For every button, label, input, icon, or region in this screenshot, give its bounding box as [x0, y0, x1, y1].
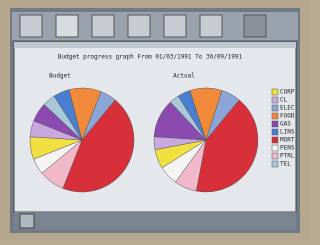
legend-swatch: [272, 153, 278, 159]
legend-swatch: [272, 97, 278, 103]
legend-label: PTRL: [280, 153, 295, 160]
legend-label: CORP: [280, 89, 295, 96]
tool-icon[interactable]: [244, 15, 266, 37]
page: Budget progress graph From 01/03/1991 To…: [0, 0, 309, 241]
legend-label: CL: [280, 97, 288, 104]
legend-label: LINS: [280, 129, 295, 136]
status-bar: [14, 212, 296, 230]
tool-icon[interactable]: [164, 15, 186, 37]
tool-icon[interactable]: [92, 15, 114, 37]
legend-swatch: [272, 105, 278, 111]
legend-label: GAS: [280, 121, 291, 128]
legend-swatch: [272, 145, 278, 151]
help-icon[interactable]: [56, 15, 78, 37]
screen: Budget progress graph From 01/03/1991 To…: [0, 0, 309, 241]
legend-label: TEL: [280, 161, 291, 168]
legend-swatch: [272, 113, 278, 119]
legend-label: FOOD: [280, 113, 295, 120]
tool-icon[interactable]: [128, 15, 150, 37]
pie-label: Budget: [49, 73, 71, 80]
legend-label: PENS: [280, 145, 295, 152]
legend-swatch: [272, 89, 278, 95]
legend-swatch: [272, 121, 278, 127]
legend-swatch: [272, 137, 278, 143]
legend-label: MORT: [280, 137, 295, 144]
tool-icon[interactable]: [200, 15, 222, 37]
legend-swatch: [272, 129, 278, 135]
tool-icon[interactable]: [20, 15, 42, 37]
legend-swatch: [272, 161, 278, 167]
window-bar: [14, 42, 296, 48]
legend-label: ELEC: [280, 105, 295, 112]
status-icon[interactable]: [20, 214, 34, 228]
pie-label: Actual: [173, 73, 195, 80]
chart-title: Budget progress graph From 01/03/1991 To…: [58, 54, 243, 61]
